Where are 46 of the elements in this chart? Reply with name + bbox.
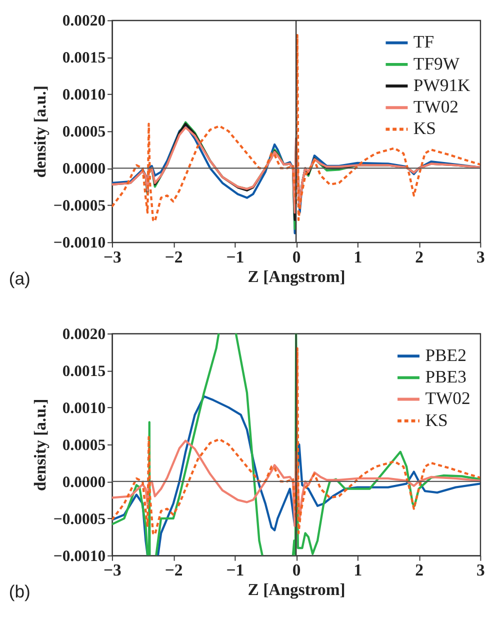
x-tick-label: −1 <box>226 247 244 266</box>
x-tick-label: 3 <box>476 560 485 580</box>
y-tick-label: 0.0010 <box>62 400 106 417</box>
y-tick-label: 0.0010 <box>62 86 106 104</box>
x-tick-label: 1 <box>354 560 362 580</box>
y-tick-label: 0.0020 <box>62 326 106 343</box>
x-tick-label: −3 <box>104 247 122 266</box>
legend-label: PBE3 <box>425 366 467 387</box>
y-tick-label: 0.0000 <box>62 474 106 491</box>
y-tick-label: −0.0005 <box>53 510 106 528</box>
legend-label: KS <box>425 410 448 430</box>
legend-label: TW02 <box>425 388 470 408</box>
x-tick-label: −2 <box>164 247 183 266</box>
y-tick-label: 0.0015 <box>62 50 106 67</box>
x-tick-label: 2 <box>415 560 424 580</box>
y-tick-label: 0.0005 <box>62 124 106 141</box>
x-tick-label: −2 <box>164 560 183 580</box>
y-axis-title: density [a.u.] <box>30 86 50 178</box>
x-tick-label: 2 <box>415 247 424 266</box>
text: (b) <box>8 582 30 602</box>
x-tick-label: 3 <box>476 247 485 266</box>
y-tick-label: 0.0015 <box>62 362 106 380</box>
x-tick-label: 1 <box>354 247 362 266</box>
y-tick-label: −0.0010 <box>53 234 106 252</box>
y-tick-label: 0.0020 <box>62 12 106 30</box>
text: (a) <box>8 268 30 288</box>
y-tick-label: 0.0000 <box>62 160 106 178</box>
y-tick-label: −0.0010 <box>53 548 106 565</box>
legend-label: KS <box>413 118 436 138</box>
legend-label: TF9W <box>413 53 460 74</box>
y-tick-label: 0.0005 <box>62 436 106 454</box>
x-tick-label: 0 <box>292 247 301 266</box>
x-axis-title: Z [Angstrom] <box>248 580 346 600</box>
line-series <box>112 347 480 536</box>
x-axis-title: Z [Angstrom] <box>248 266 346 286</box>
x-tick-label: −3 <box>104 560 122 580</box>
legend-label: PW91K <box>413 74 471 95</box>
x-tick-label: 0 <box>292 560 301 580</box>
line-series <box>112 34 480 223</box>
y-tick-label: −0.0005 <box>53 198 106 215</box>
x-tick-label: −1 <box>226 560 244 580</box>
legend-label: TW02 <box>413 96 459 117</box>
y-axis-title: density [a.u.] <box>30 398 50 492</box>
line-series <box>112 440 480 527</box>
legend-label: PBE2 <box>425 344 466 365</box>
legend-label: TF <box>413 32 434 52</box>
